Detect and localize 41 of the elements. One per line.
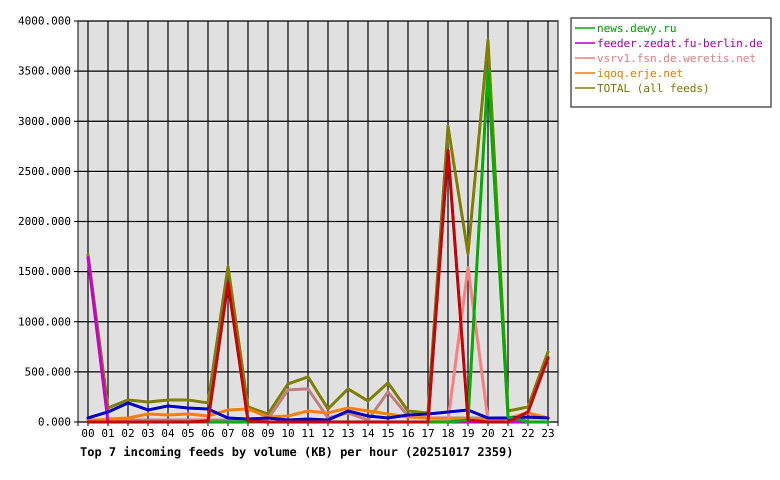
x-tick-label: 19	[461, 426, 475, 440]
x-tick-label: 07	[221, 426, 235, 440]
y-tick-label: 500.000	[24, 365, 71, 378]
y-tick-label: 3500.000	[18, 64, 71, 78]
y-tick-label: 2000.000	[18, 215, 71, 228]
x-tick-label: 17	[421, 426, 435, 440]
x-tick-label: 23	[541, 426, 555, 440]
line-series	[86, 401, 550, 422]
x-tick-label: 15	[381, 426, 395, 440]
x-tick-label: 21	[501, 426, 515, 440]
x-tick-label: 10	[281, 426, 295, 440]
legend-label: vsrv1.fsn.de.weretis.net	[597, 52, 756, 65]
x-tick-label: 09	[261, 426, 275, 440]
x-tick-label: 03	[141, 426, 155, 440]
legend-label: feeder.zedat.fu-berlin.de	[597, 37, 763, 50]
x-tick-label: 11	[301, 426, 315, 440]
x-tick-label: 00	[81, 426, 95, 440]
x-tick-label: 22	[521, 426, 535, 440]
x-tick-label: 02	[121, 426, 135, 440]
x-tick-label: 12	[321, 426, 335, 440]
x-tick-label: 13	[341, 426, 355, 440]
y-tick-label: 1500.000	[18, 265, 71, 278]
x-tick-label: 14	[361, 426, 375, 440]
legend-label: news.dewy.ru	[597, 22, 676, 35]
x-tick-label: 20	[481, 426, 495, 440]
x-tick-label: 08	[241, 426, 255, 440]
x-tick-label: 18	[441, 426, 455, 440]
legend-label: TOTAL (all feeds)	[597, 82, 710, 95]
y-tick-label: 2500.000	[18, 164, 71, 178]
x-tick-label: 06	[201, 426, 215, 440]
line-series	[86, 148, 550, 424]
x-tick-label: 04	[161, 426, 175, 440]
y-tick-label: 3000.000	[18, 114, 71, 128]
y-tick-label: 1000.000	[18, 315, 71, 328]
y-tick-label: 0.000	[38, 416, 71, 429]
x-tick-label: 01	[101, 426, 115, 440]
text: Top 7 incoming feeds by volume (KB) per hour (20251017 2359)	[80, 445, 514, 459]
y-tick-label: 4000.000	[18, 14, 71, 28]
legend-label: iqoq.erje.net	[597, 67, 684, 80]
x-tick-label: 05	[181, 426, 195, 440]
x-tick-label: 16	[401, 426, 415, 440]
